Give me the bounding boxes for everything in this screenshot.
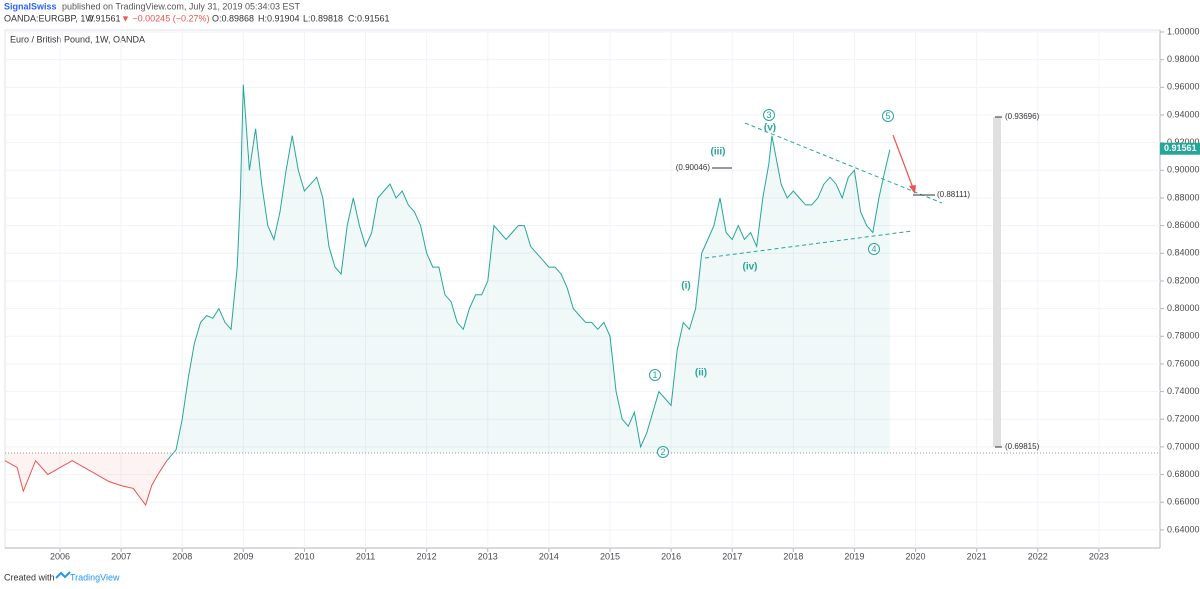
y-tick-label: 0.64000 — [1167, 524, 1200, 534]
x-tick-label: 2021 — [967, 551, 987, 561]
last-price-label: 0.91561 — [1164, 143, 1197, 153]
x-tick-label: 2022 — [1028, 551, 1048, 561]
range-bar — [993, 117, 1001, 447]
y-tick-label: 0.78000 — [1167, 331, 1200, 341]
x-tick-label: 2013 — [478, 551, 498, 561]
price-line — [4, 459, 168, 507]
footer-created: Created with — [4, 572, 55, 582]
author[interactable]: SignalSwiss — [4, 1, 57, 11]
wave-circle — [763, 109, 775, 121]
price-line — [166, 84, 891, 462]
last-price-badge — [1160, 142, 1200, 155]
level-label: (0.69815) — [1005, 442, 1040, 451]
wave-circle-label: 2 — [660, 447, 665, 457]
x-tick-label: 2017 — [722, 551, 742, 561]
y-tick-label: 0.94000 — [1167, 109, 1200, 119]
wave-label: (v) — [764, 123, 776, 134]
brand-logo — [55, 571, 71, 579]
x-tick-label: 2014 — [539, 551, 559, 561]
y-tick-label: 0.66000 — [1167, 497, 1200, 507]
y-tick-label: 0.86000 — [1167, 220, 1200, 230]
x-tick-label: 2007 — [111, 551, 131, 561]
area — [166, 84, 890, 461]
symbol: OANDA:EURGBP, 1W — [4, 13, 94, 23]
close: C:0.91561 — [348, 13, 390, 23]
x-tick-label: 2012 — [417, 551, 437, 561]
footer-brand[interactable]: TradingView — [70, 572, 120, 582]
x-tick-label: 2018 — [783, 551, 803, 561]
plot-frame — [4, 29, 1161, 549]
y-tick-label: 0.88000 — [1167, 192, 1200, 202]
wave-label: (ii) — [695, 368, 707, 379]
trend-upper — [744, 122, 943, 204]
last: 0.91561 — [88, 13, 121, 23]
open: O:0.89868 — [212, 13, 254, 23]
wave-label: (iv) — [743, 262, 758, 273]
wave-circle-label: 5 — [885, 111, 890, 121]
chart-title: Euro / British Pound, 1W, OANDA — [10, 34, 145, 44]
wave-circle — [882, 110, 894, 122]
y-tick-label: 0.70000 — [1167, 441, 1200, 451]
arrow-head — [909, 185, 916, 194]
level-label: (0.88111) — [937, 190, 970, 199]
y-tick-label: 0.96000 — [1167, 82, 1200, 92]
x-tick-label: 2020 — [906, 551, 926, 561]
y-tick-label: 0.82000 — [1167, 275, 1200, 285]
x-tick-label: 2016 — [661, 551, 681, 561]
y-tick-label: 0.92000 — [1167, 137, 1200, 147]
x-tick-label: 2010 — [294, 551, 314, 561]
level-label: (0.93696) — [1005, 112, 1040, 121]
y-tick-label: 0.98000 — [1167, 54, 1200, 64]
x-tick-label: 2008 — [172, 551, 192, 561]
change: ▼ −0.00245 (−0.27%) — [121, 13, 209, 23]
y-tick-label: 0.76000 — [1167, 358, 1200, 368]
grid — [5, 30, 1160, 548]
area — [5, 452, 167, 505]
level-label: (0.90046) — [676, 163, 711, 172]
arrow — [892, 134, 914, 189]
x-tick-label: 2023 — [1089, 551, 1109, 561]
wave-circle-label: 3 — [766, 110, 771, 120]
wave-circle-label: 1 — [652, 370, 657, 380]
wave-circle — [868, 243, 880, 255]
x-tick-label: 2011 — [356, 551, 375, 561]
y-tick-label: 0.80000 — [1167, 303, 1200, 313]
y-tick-label: 1.00000 — [1167, 26, 1200, 36]
wave-label: (iii) — [711, 147, 726, 158]
published: published on TradingView.com, July 31, 2… — [62, 1, 300, 11]
low: L:0.89818 — [303, 13, 343, 23]
y-tick-label: 0.68000 — [1167, 469, 1200, 479]
y-tick-label: 0.84000 — [1167, 248, 1200, 258]
y-tick-label: 0.74000 — [1167, 386, 1200, 396]
wave-circle — [649, 369, 661, 381]
wave-circle-label: 4 — [871, 244, 876, 254]
x-tick-label: 2009 — [233, 551, 253, 561]
wave-label: (i) — [681, 281, 690, 292]
y-tick-label: 0.72000 — [1167, 414, 1200, 424]
y-tick-label: 0.90000 — [1167, 165, 1200, 175]
x-tick-label: 2019 — [844, 551, 864, 561]
wave-circle — [657, 446, 669, 458]
high: H:0.91904 — [258, 13, 300, 23]
x-tick-label: 2006 — [50, 551, 70, 561]
x-tick-label: 2015 — [600, 551, 620, 561]
